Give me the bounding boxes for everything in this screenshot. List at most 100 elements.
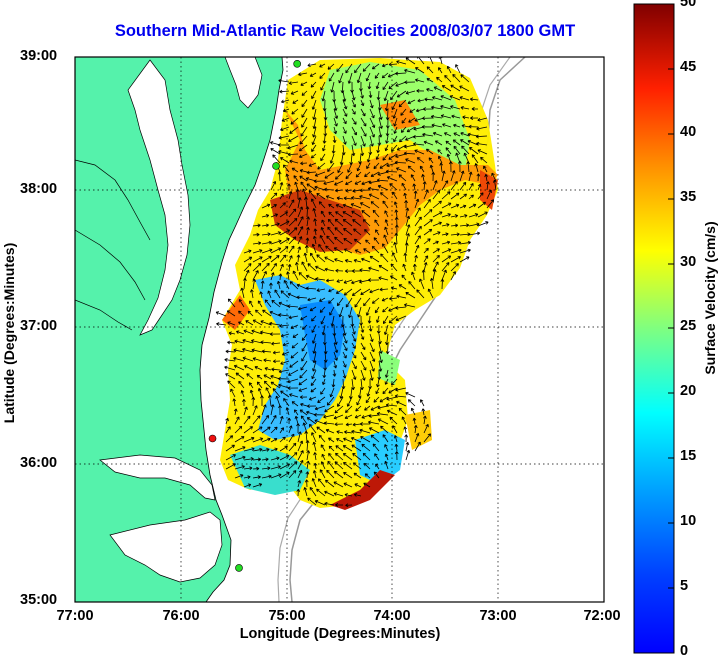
velocity-arrow (377, 171, 389, 176)
velocity-arrow (297, 459, 304, 470)
velocity-arrow (234, 465, 245, 470)
velocity-arrow (405, 57, 416, 65)
velocity-arrow (243, 457, 254, 461)
velocity-arrow (343, 228, 353, 236)
velocity-arrow (267, 394, 272, 407)
velocity-arrow (261, 214, 270, 218)
x-tick-label: 75:00 (268, 608, 306, 624)
velocity-arrow (369, 99, 374, 109)
velocity-arrow (335, 445, 344, 452)
velocity-arrow (257, 387, 263, 398)
velocity-arrow (449, 95, 461, 101)
velocity-arrow (320, 81, 326, 91)
velocity-arrow (308, 162, 317, 167)
velocity-arrow (301, 99, 308, 108)
velocity-arrow (354, 249, 362, 254)
velocity-arrow (403, 252, 408, 263)
velocity-arrow (392, 425, 398, 434)
velocity-arrow (243, 475, 251, 479)
velocity-arrow (360, 333, 365, 340)
velocity-arrow (252, 319, 263, 326)
velocity-arrow (288, 425, 293, 434)
velocity-arrow (312, 117, 317, 130)
velocity-arrow (336, 430, 344, 434)
velocity-arrow (321, 324, 326, 336)
velocity-arrow (342, 203, 353, 209)
velocity-arrow (323, 414, 335, 419)
velocity-arrow (476, 141, 488, 146)
velocity-arrow (362, 452, 371, 461)
velocity-arrow (300, 315, 308, 321)
velocity-arrow (311, 324, 317, 333)
velocity-arrow (378, 117, 383, 129)
velocity-arrow (321, 219, 326, 227)
velocity-arrow (378, 265, 389, 272)
velocity-arrow (361, 257, 371, 263)
velocity-arrow (329, 153, 335, 164)
velocity-arrow (460, 106, 470, 110)
velocity-arrow (333, 108, 339, 119)
velocity-arrow (270, 181, 277, 191)
velocity-arrow (369, 255, 380, 263)
velocity-arrow (230, 388, 236, 398)
velocity-arrow (252, 457, 262, 462)
velocity-arrow (405, 90, 416, 95)
velocity-arrow (452, 139, 461, 146)
velocity-arrow (296, 254, 301, 263)
velocity-arrow (388, 81, 398, 90)
velocity-arrow (343, 482, 353, 488)
colorbar-tick-label: 35 (680, 189, 697, 205)
velocity-arrow (252, 357, 263, 362)
velocity-arrow (351, 99, 356, 108)
velocity-arrow (336, 63, 344, 72)
velocity-arrow (382, 434, 389, 443)
velocity-arrow (421, 408, 426, 416)
velocity-arrow (459, 96, 470, 101)
velocity-arrow (470, 116, 479, 120)
velocity-arrow (297, 431, 302, 443)
velocity-arrow (311, 432, 317, 443)
velocity-arrow (311, 99, 317, 110)
velocity-arrow (279, 89, 290, 94)
colorbar-tick-label: 5 (680, 578, 689, 594)
velocity-arrow (393, 117, 398, 127)
velocity-arrow (334, 258, 344, 263)
velocity-arrow (315, 265, 326, 272)
velocity-arrow (270, 255, 280, 263)
velocity-arrow (314, 171, 326, 177)
velocity-arrow (359, 422, 370, 426)
velocity-arrow (287, 152, 299, 157)
bay-branch-3 (75, 299, 133, 331)
velocity-arrow (314, 405, 326, 411)
colorbar-tick-label: 0 (680, 643, 689, 659)
velocity-arrow (333, 342, 339, 353)
velocity-arrow (461, 124, 470, 128)
velocity-arrow (360, 351, 367, 361)
velocity-arrow (394, 451, 399, 461)
velocity-arrow (297, 480, 302, 488)
velocity-arrow (468, 194, 474, 200)
velocity-arrow (370, 171, 380, 177)
velocity-arrow (263, 374, 272, 380)
velocity-arrow (355, 171, 362, 178)
velocity-arrow (318, 434, 326, 443)
velocity-arrow (351, 90, 356, 101)
velocity-arrow (383, 90, 389, 102)
velocity-arrow (441, 240, 451, 245)
velocity-arrow (323, 180, 335, 185)
velocity-arrow (252, 241, 262, 246)
velocity-arrow (419, 278, 425, 290)
velocity-arrow (377, 418, 389, 425)
velocity-arrow (235, 330, 245, 335)
velocity-arrow (342, 117, 347, 125)
velocity-arrow (297, 246, 302, 254)
velocity-arrow (261, 248, 273, 254)
velocity-arrow (345, 422, 353, 427)
velocity-arrow (372, 443, 380, 452)
velocity-arrow (252, 437, 264, 443)
velocity-arrow (440, 278, 445, 290)
velocity-arrow (404, 303, 416, 308)
velocity-arrow (298, 387, 308, 392)
velocity-arrow (343, 238, 353, 245)
velocity-arrow (238, 380, 245, 389)
